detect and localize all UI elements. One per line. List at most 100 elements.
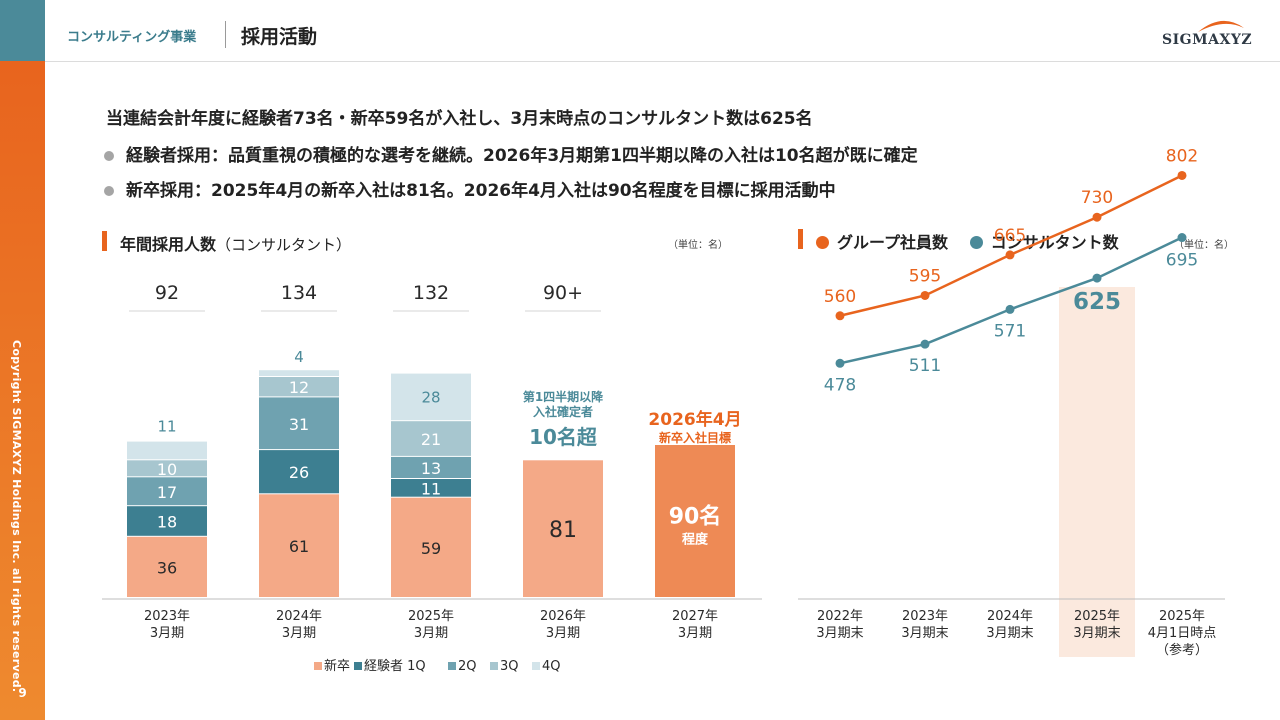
bar-segment	[127, 477, 207, 506]
bar-segment	[259, 397, 339, 450]
bar-value-label: 11	[157, 418, 176, 436]
legend-label: 新卒	[324, 658, 350, 674]
data-label: 802	[1166, 146, 1198, 166]
data-label: 665	[994, 226, 1026, 246]
data-point	[920, 339, 930, 349]
x-tick-label: 3月期	[282, 626, 316, 641]
x-tick-label: 3月期	[414, 626, 448, 641]
bullet-text: 経験者採用：品質重視の積極的な選考を継続。2026年3月期第1四半期以降の入社は…	[126, 146, 918, 166]
highlight-band	[1059, 287, 1135, 657]
legend-label: 3Q	[500, 659, 519, 674]
x-tick-label: 3月期	[150, 626, 184, 641]
legend-label: 4Q	[542, 659, 561, 674]
x-tick-label: 4月1日時点	[1148, 626, 1217, 641]
bar-value-label: 31	[289, 415, 309, 434]
section-marker	[798, 229, 803, 249]
bar-value-label: 12	[289, 378, 309, 397]
legend-swatch	[532, 662, 540, 670]
x-tick-label: 2027年	[672, 609, 718, 624]
legend-label: 2Q	[458, 659, 477, 674]
data-point	[1177, 233, 1187, 243]
bar-segment	[127, 536, 207, 597]
section-marker	[102, 231, 107, 251]
summary-lead: 当連結会計年度に経験者73名・新卒59名が入社し、3月末時点のコンサルタント数は…	[106, 109, 813, 129]
bar-value-label: 26	[289, 463, 309, 482]
logo-arc-icon	[1198, 20, 1244, 32]
right-chart-legend: グループ社員数 コンサルタント数	[816, 229, 1119, 253]
left-chart-title-main: 年間採用人数	[120, 235, 217, 254]
bar-segment	[127, 506, 207, 536]
bar-segment	[391, 456, 471, 478]
goal-sub-label: 程度	[682, 532, 709, 548]
company-logo: SIGMAXYZ	[1162, 14, 1253, 48]
legend-swatch	[448, 662, 456, 670]
bullet-dot-icon	[104, 151, 114, 161]
data-point	[920, 290, 930, 300]
legend-group-label: グループ社員数	[837, 233, 949, 252]
annotation-caption: 第1四半期以降	[523, 389, 604, 404]
data-label: 571	[994, 321, 1026, 341]
x-tick-label: 2025年	[1074, 609, 1120, 624]
goal-value-label: 90名	[669, 504, 722, 530]
sidebar-band	[0, 61, 45, 720]
sidebar-top-block	[0, 0, 45, 61]
section-label: コンサルティング事業	[67, 30, 197, 45]
bar-segment	[259, 370, 339, 376]
legend-consultant-label: コンサルタント数	[990, 233, 1119, 252]
bar-segment	[259, 377, 339, 397]
bar-value-label: 61	[289, 537, 309, 556]
bar-segment	[127, 460, 207, 477]
x-tick-label: 2025年	[1159, 609, 1205, 624]
x-tick-label: 3月期末	[986, 626, 1033, 641]
legend-dot-group-icon	[816, 236, 829, 249]
legend-label: 経験者 1Q	[364, 659, 426, 674]
page-title: 採用活動	[241, 26, 318, 48]
bar-value-label: 11	[421, 479, 441, 498]
bar-segment	[259, 450, 339, 494]
goal-bar	[655, 445, 735, 597]
bullet-text: 新卒採用：2025年4月の新卒入社は81名。2026年4月入社は90名程度を目標…	[126, 181, 836, 201]
logo-text: SIGMAXYZ	[1162, 32, 1253, 48]
total-label: 90+	[543, 282, 583, 304]
annotation-caption: 入社確定者	[533, 404, 593, 419]
data-label: 695	[1166, 251, 1198, 271]
data-label: 730	[1081, 188, 1113, 208]
total-label: 134	[281, 282, 317, 304]
header-divider	[225, 21, 226, 48]
bullet-dot-icon	[104, 186, 114, 196]
bar-value-label: 10	[157, 460, 177, 479]
data-point	[835, 311, 845, 321]
x-tick-label: 3月期	[546, 626, 580, 641]
x-tick-label: （参考）	[1156, 642, 1208, 658]
data-point	[1177, 170, 1187, 180]
bar-segment	[391, 479, 471, 497]
left-unit-label: （単位：名）	[668, 240, 728, 251]
left-chart-title: 年間採用人数（コンサルタント）	[120, 231, 351, 255]
bar-value-label: 21	[421, 430, 441, 449]
data-label: 511	[909, 356, 941, 376]
goal-caption: 2026年4月	[648, 409, 741, 430]
data-label: 560	[824, 287, 856, 307]
page-header: コンサルティング事業 採用活動 SIGMAXYZ	[45, 0, 1280, 62]
bar-value-label: 81	[549, 518, 577, 543]
data-point	[835, 358, 845, 368]
data-point	[1005, 304, 1015, 314]
left-chart-title-sub: （コンサルタント）	[216, 236, 352, 254]
x-tick-label: 2023年	[902, 609, 948, 624]
goal-caption: 新卒入社目標	[659, 430, 731, 445]
summary-bullet: 新卒採用：2025年4月の新卒入社は81名。2026年4月入社は90名程度を目標…	[104, 176, 836, 201]
x-tick-label: 2026年	[540, 609, 586, 624]
bar-value-label: 59	[421, 539, 441, 558]
x-tick-label: 2023年	[144, 609, 190, 624]
bar-value-label: 36	[157, 558, 177, 577]
bar-segment	[523, 460, 603, 597]
data-label: 478	[824, 375, 856, 395]
bar-segment	[391, 421, 471, 456]
data-label: 625	[1073, 289, 1121, 315]
bar-value-label: 18	[157, 513, 177, 532]
legend-swatch	[490, 662, 498, 670]
bar-segment	[391, 497, 471, 597]
legend-dot-consultant-icon	[969, 236, 983, 249]
copyright-text: Copyright SIGMAXYZ Holdings Inc. all rig…	[10, 340, 23, 693]
